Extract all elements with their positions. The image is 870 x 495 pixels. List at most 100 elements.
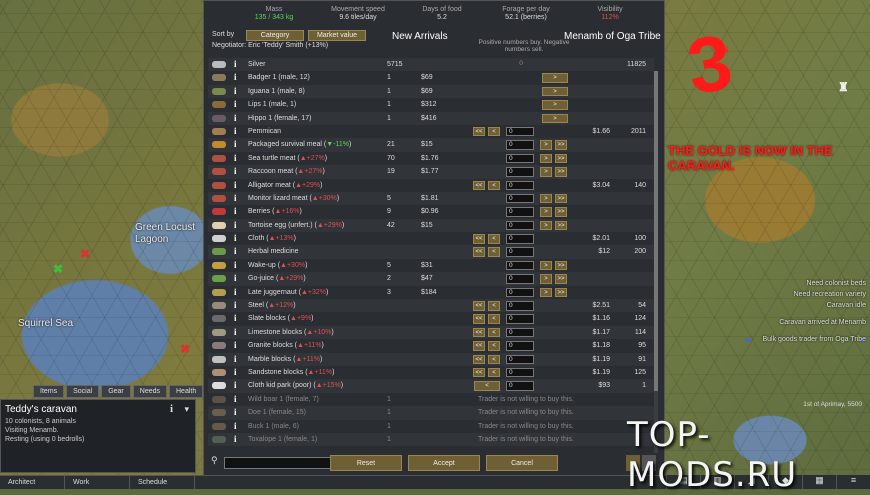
sell-all-button[interactable]: << [473,341,485,351]
trade-row[interactable]: i Berries (▲+16%) 9 $0.96 0 > >> [208,205,654,218]
info-icon[interactable]: i [234,139,237,150]
info-icon[interactable]: i [234,366,237,377]
tab-needs[interactable]: Needs [132,385,167,398]
trade-quantity-field[interactable]: 0 [506,301,534,311]
info-icon[interactable]: i [234,206,237,217]
scrollbar-thumb[interactable] [654,71,658,391]
buy-one-button[interactable]: > [540,260,552,271]
alert-message[interactable]: Caravan idle [826,302,866,309]
trade-row[interactable]: i Buck 1 (male, 6) 1 Trader is not willin… [208,420,654,433]
buy-all-button[interactable]: >> [555,260,567,271]
trade-mode-icon[interactable] [642,455,656,471]
sell-one-button[interactable]: < [488,354,500,365]
reset-button[interactable]: Reset [330,455,402,471]
sell-one-button[interactable]: < [488,367,500,378]
trade-row[interactable]: i Hippo 1 (female, 17) 1 $416 > [208,112,654,125]
history-icon[interactable]: ▦ [802,475,836,489]
monument-icon[interactable]: ♜ [838,80,849,94]
trade-quantity-field[interactable]: 0 [506,193,534,204]
colony-icon[interactable]: ✖ [53,262,64,276]
info-icon[interactable]: i [234,125,237,136]
sell-one-button[interactable]: < [488,126,500,137]
trade-row[interactable]: i Tortoise egg (unfert.) (▲+29%) 42 $15 0 >… [208,219,654,232]
buy-one-button[interactable]: > [540,207,552,217]
trade-scrollbar[interactable] [654,71,658,453]
buy-all-button[interactable]: >> [555,153,567,164]
settlement-icon[interactable]: ✖ [180,342,191,356]
trade-row[interactable]: i Badger 1 (male, 12) 1 $69 > [208,71,654,84]
buy-all-button[interactable]: >> [555,193,567,204]
gift-mode-icon[interactable] [626,455,640,471]
trade-quantity-field[interactable]: 0 [506,180,534,191]
faction-base-icon[interactable]: ● [745,335,752,346]
buy-one-button[interactable]: > [540,220,552,231]
buy-all-button[interactable]: >> [555,287,567,298]
info-icon[interactable]: i [234,326,237,337]
trade-row[interactable]: i Herbal medicine << <0 $12 200 [208,245,654,258]
trade-row[interactable]: i Silver 5715 0 11825 [208,58,654,71]
sell-all-button[interactable]: << [473,301,485,311]
sell-one-button[interactable]: < [488,301,500,311]
buy-one-button[interactable]: > [540,140,552,150]
settlement-icon[interactable]: ✖ [80,247,91,261]
info-icon[interactable]: i [234,246,237,257]
rename-icon[interactable]: ▾ [184,404,189,414]
sort-market-value-button[interactable]: Market value [308,30,366,41]
tab-work[interactable]: Work [65,476,130,489]
trade-row[interactable]: i Wild boar 1 (female, 7) 1 Trader is not… [208,393,654,406]
info-icon[interactable]: i [234,407,237,418]
trade-row[interactable]: i Sea turtle meat (▲+27%) 70 $1.76 0 > >> [208,152,654,165]
info-icon[interactable]: i [234,166,237,177]
trade-quantity-field[interactable]: 0 [506,381,534,391]
buy-one-button[interactable]: > [542,100,568,110]
info-icon[interactable]: i [234,300,237,311]
buy-one-button[interactable]: > [540,153,552,164]
trade-quantity-field[interactable]: 0 [506,314,534,324]
buy-one-button[interactable]: > [542,86,568,97]
trade-quantity-field[interactable]: 0 [506,260,534,271]
trade-quantity-field[interactable]: 0 [506,367,534,378]
sell-all-button[interactable]: << [473,327,485,338]
menu-icon[interactable]: ≡ [836,475,870,489]
buy-all-button[interactable]: >> [555,167,567,177]
trade-row[interactable]: i Pemmican << <0 $1.66 2011 [208,125,654,138]
tab-social[interactable]: Social [66,385,100,398]
stats-icon[interactable]: ▥ [700,475,734,489]
book-icon[interactable]: ▤ [666,475,700,489]
info-icon[interactable]: i [234,99,237,110]
sell-all-button[interactable]: << [473,247,485,257]
trade-row[interactable]: i Wake-up (▲+30%) 5 $31 0 > >> [208,259,654,272]
trade-quantity-field[interactable]: 0 [506,354,534,365]
trade-quantity-field[interactable]: 0 [506,247,534,257]
info-icon[interactable]: i [234,353,237,364]
buy-one-button[interactable]: > [540,287,552,298]
trade-row[interactable]: i Limestone blocks (▲+10%) << <0 $1.17 11… [208,326,654,339]
info-icon[interactable]: i [234,85,237,96]
trade-quantity-field[interactable]: 0 [506,126,534,137]
info-icon[interactable]: i [234,233,237,244]
sell-all-button[interactable]: << [473,354,485,365]
buy-all-button[interactable]: >> [555,274,567,284]
graph-icon[interactable]: ◢ [734,475,768,489]
buy-one-button[interactable]: > [540,274,552,284]
alert-message[interactable]: Need recreation variety [793,291,866,298]
trade-quantity-field[interactable]: 0 [506,234,534,244]
trade-quantity-field[interactable]: 0 [506,341,534,351]
trade-quantity-field[interactable]: 0 [506,327,534,338]
alert-message[interactable]: Bulk goods trader from Oga Tribe [762,336,867,343]
sell-one-button[interactable]: < [488,327,500,338]
info-icon[interactable]: i [169,403,173,415]
sell-one-button[interactable]: < [474,381,500,391]
info-icon[interactable]: i [234,273,237,284]
trade-row[interactable]: i Go-juice (▲+29%) 2 $47 0 > >> [208,272,654,285]
buy-all-button[interactable]: >> [555,140,567,150]
trade-quantity-field[interactable]: 0 [506,140,534,150]
faction-base-icon[interactable]: ● [860,335,867,346]
tab-gear[interactable]: Gear [101,385,131,398]
skull-icon[interactable]: ☠ [720,45,729,56]
trade-row[interactable]: i Alligator meat (▲+29%) << <0 $3.04 140 [208,179,654,192]
sell-one-button[interactable]: < [488,247,500,257]
info-icon[interactable]: i [234,420,237,431]
info-icon[interactable]: i [234,72,237,83]
sort-category-button[interactable]: Category [246,30,304,41]
